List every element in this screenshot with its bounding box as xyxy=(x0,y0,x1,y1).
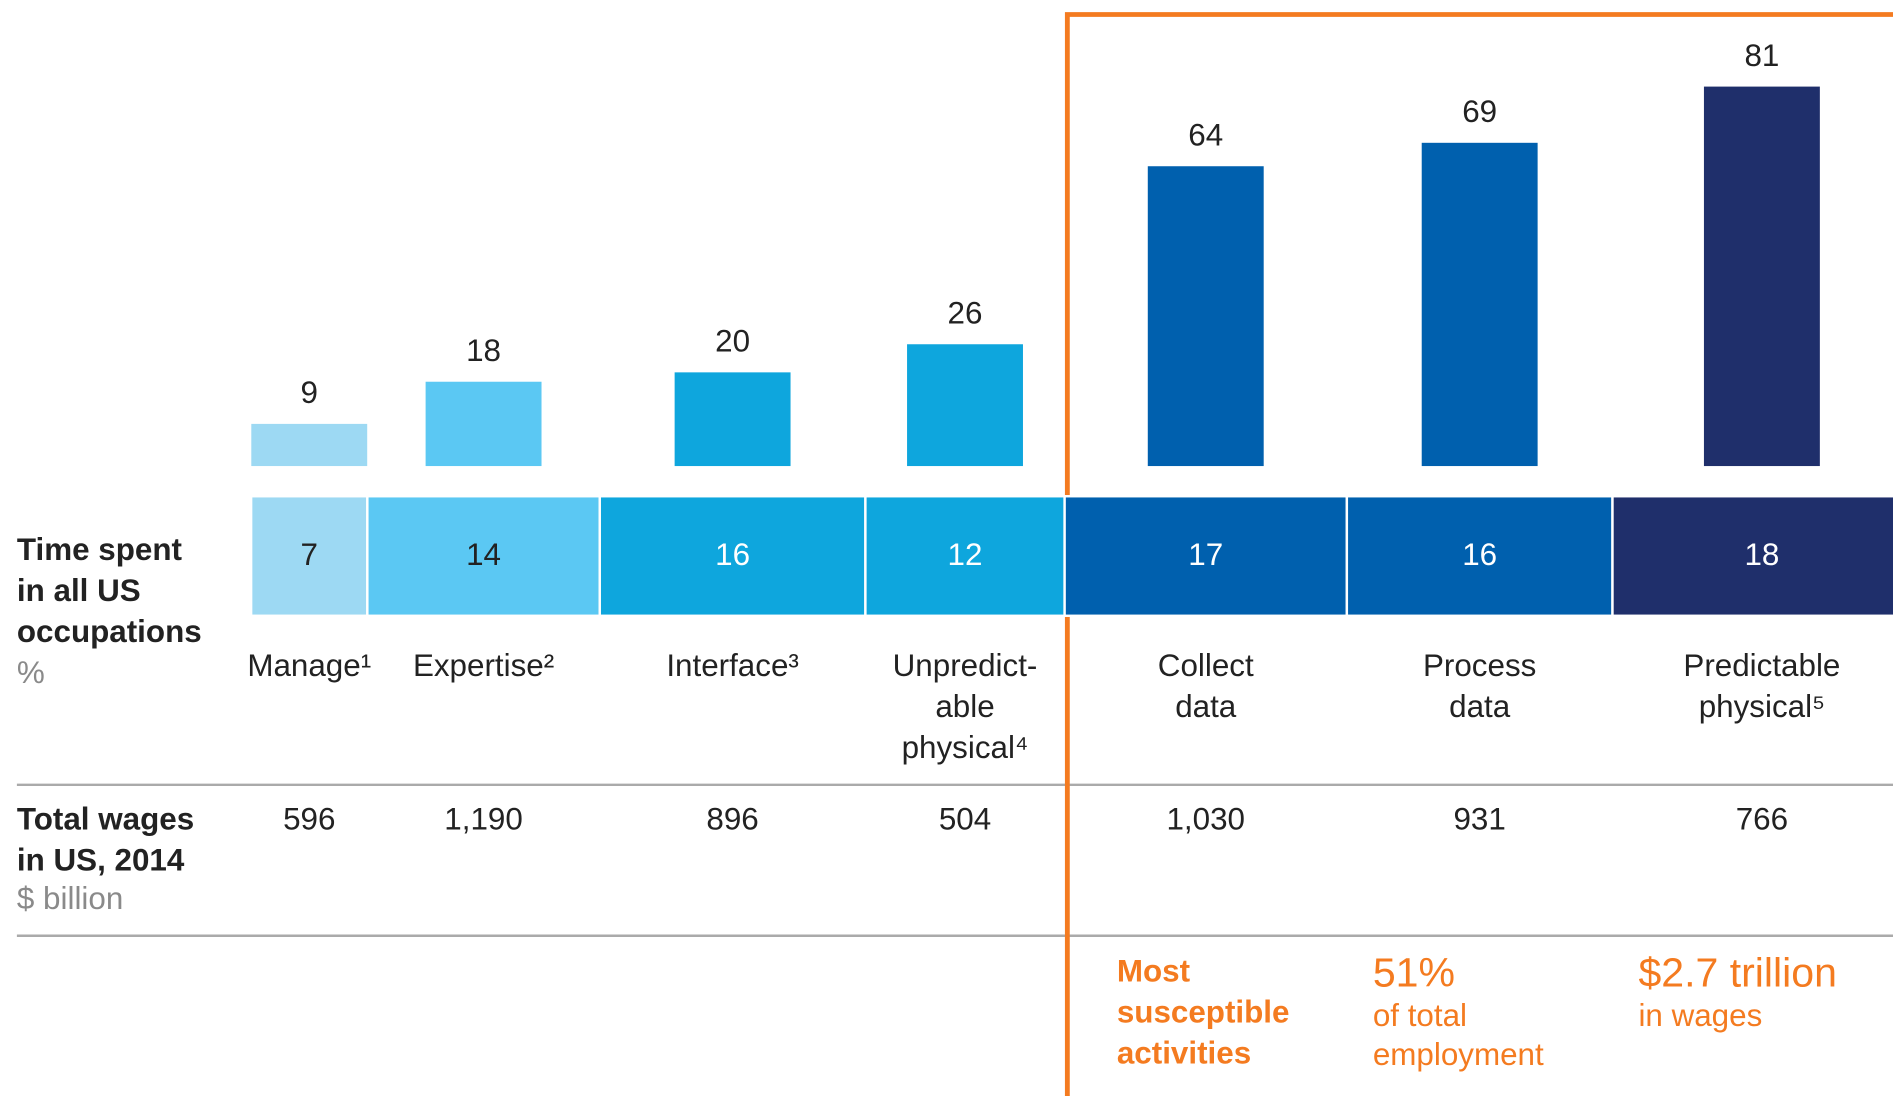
bar xyxy=(674,372,791,467)
category-label: data xyxy=(1449,689,1511,724)
row-unit: $ billion xyxy=(17,881,123,916)
bar xyxy=(251,423,368,467)
wage-label: 896 xyxy=(706,801,758,836)
category-label: Process xyxy=(1423,648,1536,683)
wage-label: 1,030 xyxy=(1166,801,1245,836)
category-label: Unpredict- xyxy=(893,648,1038,683)
category-label: Collect xyxy=(1158,648,1254,683)
wage-label: 504 xyxy=(939,801,991,836)
row-label: occupations xyxy=(17,614,202,649)
chart-body: 7 9 Manage¹ 596 14 18 Expertise² 1,190 16 20 Inter… xyxy=(17,12,1893,1096)
category-label: Interface³ xyxy=(666,648,799,683)
highlight-title: Most xyxy=(1117,953,1191,988)
highlight-box xyxy=(1064,12,1893,1096)
time-label: 16 xyxy=(715,537,750,572)
row-label: in all US xyxy=(17,573,141,608)
wage-label: 596 xyxy=(283,801,335,836)
time-cell xyxy=(249,495,369,617)
row-label: Time spent xyxy=(17,532,183,567)
bar xyxy=(1147,166,1264,467)
time-cell xyxy=(366,495,601,617)
value-label: 64 xyxy=(1188,118,1223,153)
value-label: 81 xyxy=(1744,38,1779,73)
wage-label: 766 xyxy=(1736,801,1788,836)
time-cell xyxy=(598,495,867,617)
highlight-note: in wages xyxy=(1638,998,1762,1033)
time-cell xyxy=(1345,495,1614,617)
highlight-figure: $2.7 trillion xyxy=(1638,949,1837,995)
category-label: Expertise² xyxy=(413,648,554,683)
value-label: 69 xyxy=(1462,94,1497,129)
category-label: Manage¹ xyxy=(247,648,371,683)
value-label: 9 xyxy=(301,375,318,410)
time-label: 14 xyxy=(466,537,501,572)
row-label: in US, 2014 xyxy=(17,842,185,877)
time-label: 12 xyxy=(948,537,983,572)
highlight-title: activities xyxy=(1117,1036,1251,1071)
time-label: 18 xyxy=(1744,537,1779,572)
highlight-figure: 51% xyxy=(1373,949,1455,995)
time-cell xyxy=(864,495,1066,617)
highlight-note: of total xyxy=(1373,998,1467,1033)
value-label: 18 xyxy=(466,333,501,368)
time-cell xyxy=(1063,495,1349,617)
bar xyxy=(425,381,542,467)
row-unit: % xyxy=(17,655,45,690)
row-label: Total wages xyxy=(17,801,194,836)
value-label: 20 xyxy=(715,324,750,359)
wage-label: 1,190 xyxy=(444,801,523,836)
time-label: 17 xyxy=(1188,537,1223,572)
category-label: data xyxy=(1175,689,1237,724)
category-label: able xyxy=(935,689,994,724)
bar xyxy=(1421,142,1538,467)
highlight-note: employment xyxy=(1373,1037,1544,1072)
category-label: Predictable xyxy=(1683,648,1840,683)
time-label: 16 xyxy=(1462,537,1497,572)
bar xyxy=(1703,86,1820,467)
bar xyxy=(907,344,1023,467)
wage-label: 931 xyxy=(1453,801,1505,836)
category-label: physical⁵ xyxy=(1699,689,1825,724)
category-label: physical⁴ xyxy=(902,730,1029,765)
highlight-title: susceptible xyxy=(1117,995,1290,1030)
time-cell xyxy=(1611,495,1893,617)
value-label: 26 xyxy=(948,296,983,331)
time-label: 7 xyxy=(301,537,318,572)
